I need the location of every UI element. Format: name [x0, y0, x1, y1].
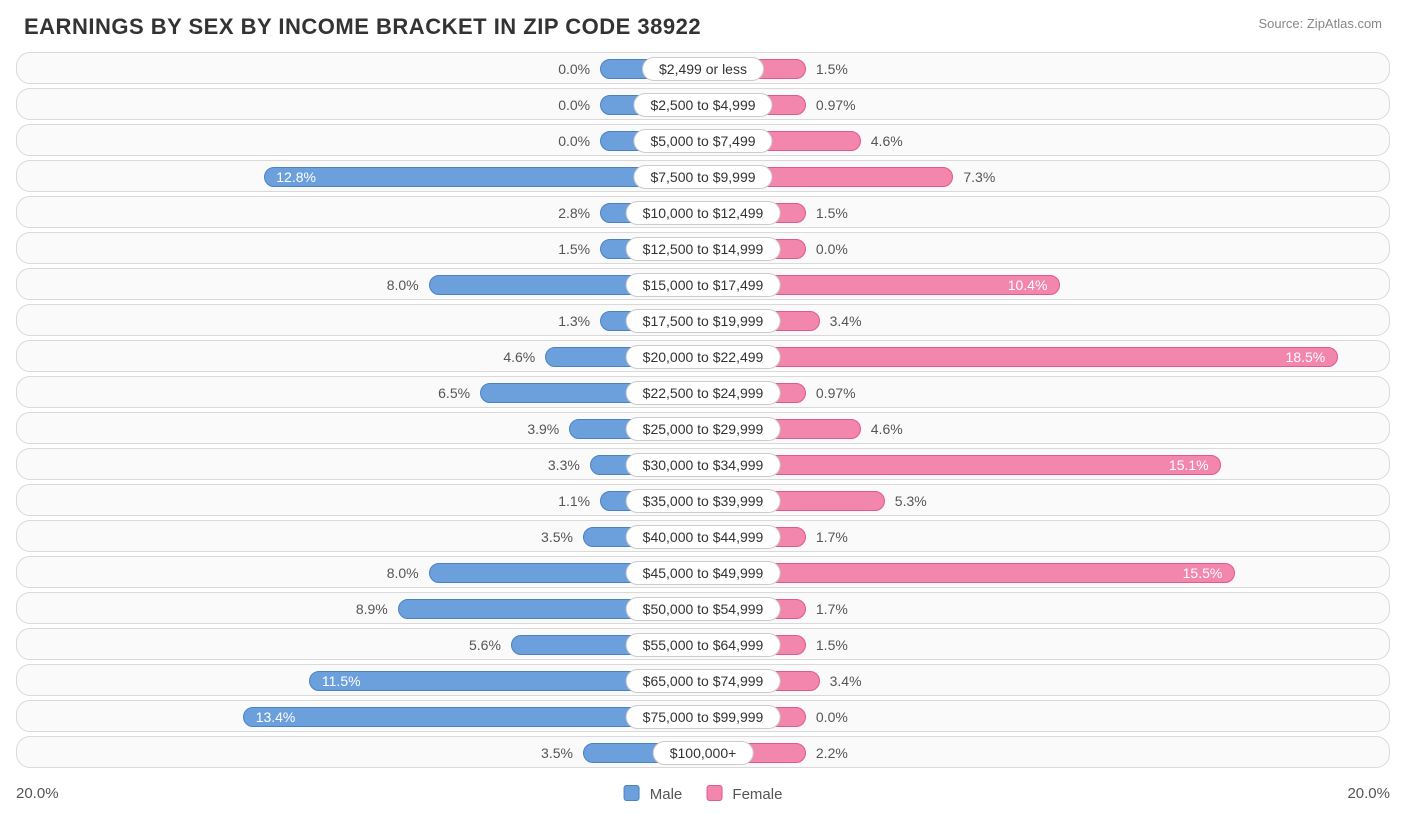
female-bar — [703, 455, 1221, 475]
male-value-label: 5.6% — [469, 629, 501, 661]
category-pill: $45,000 to $49,999 — [626, 561, 781, 585]
male-value-label: 6.5% — [438, 377, 470, 409]
male-value-label: 0.0% — [558, 125, 590, 157]
male-value-label: 3.5% — [541, 737, 573, 769]
chart-row: 12.8% 7.3% $7,500 to $9,999 — [16, 160, 1390, 192]
female-value-label: 1.5% — [816, 197, 848, 229]
male-value-label: 1.3% — [558, 305, 590, 337]
chart-row: 1.1% 5.3% $35,000 to $39,999 — [16, 484, 1390, 516]
legend-male-label: Male — [650, 786, 683, 803]
category-pill: $12,500 to $14,999 — [626, 237, 781, 261]
category-pill: $2,500 to $4,999 — [633, 93, 772, 117]
category-pill: $5,000 to $7,499 — [633, 129, 772, 153]
female-value-label: 3.4% — [830, 665, 862, 697]
female-value-label: 0.97% — [816, 377, 856, 409]
category-pill: $22,500 to $24,999 — [626, 381, 781, 405]
male-value-label: 8.9% — [356, 593, 388, 625]
male-swatch — [624, 785, 640, 801]
chart-row: 8.9% 1.7% $50,000 to $54,999 — [16, 592, 1390, 624]
female-value-label: 1.7% — [816, 593, 848, 625]
chart-row: 0.0% 1.5% $2,499 or less — [16, 52, 1390, 84]
female-value-label: 0.0% — [816, 233, 848, 265]
female-value-label: 4.6% — [871, 413, 903, 445]
female-value-label: 2.2% — [816, 737, 848, 769]
male-value-label: 1.1% — [558, 485, 590, 517]
chart-row: 0.0% 0.97% $2,500 to $4,999 — [16, 88, 1390, 120]
male-value-label: 3.3% — [548, 449, 580, 481]
chart-footer: 20.0% Male Female 20.0% — [16, 785, 1390, 802]
legend-item-male: Male — [624, 785, 683, 803]
male-value-label: 12.8% — [276, 161, 316, 193]
chart-area: 0.0% 1.5% $2,499 or less 0.0% 0.97% $2,500 to… — [16, 52, 1390, 766]
male-value-label: 8.0% — [387, 557, 419, 589]
male-value-label: 8.0% — [387, 269, 419, 301]
female-value-label: 0.0% — [816, 701, 848, 733]
female-value-label: 0.97% — [816, 89, 856, 121]
female-value-label: 1.5% — [816, 53, 848, 85]
chart-title: EARNINGS BY SEX BY INCOME BRACKET IN ZIP… — [0, 0, 1406, 40]
chart-row: 4.6% 18.5% $20,000 to $22,499 — [16, 340, 1390, 372]
category-pill: $20,000 to $22,499 — [626, 345, 781, 369]
male-value-label: 2.8% — [558, 197, 590, 229]
female-value-label: 7.3% — [963, 161, 995, 193]
source-label: Source: ZipAtlas.com — [1258, 16, 1382, 31]
chart-row: 1.3% 3.4% $17,500 to $19,999 — [16, 304, 1390, 336]
female-value-label: 18.5% — [1286, 341, 1326, 373]
chart-row: 13.4% 0.0% $75,000 to $99,999 — [16, 700, 1390, 732]
chart-row: 5.6% 1.5% $55,000 to $64,999 — [16, 628, 1390, 660]
category-pill: $65,000 to $74,999 — [626, 669, 781, 693]
female-value-label: 1.5% — [816, 629, 848, 661]
female-bar — [703, 347, 1338, 367]
female-bar — [703, 563, 1235, 583]
female-value-label: 4.6% — [871, 125, 903, 157]
male-value-label: 13.4% — [256, 701, 296, 733]
female-value-label: 3.4% — [830, 305, 862, 337]
chart-row: 2.8% 1.5% $10,000 to $12,499 — [16, 196, 1390, 228]
category-pill: $10,000 to $12,499 — [626, 201, 781, 225]
chart-row: 8.0% 10.4% $15,000 to $17,499 — [16, 268, 1390, 300]
male-value-label: 3.9% — [527, 413, 559, 445]
category-pill: $17,500 to $19,999 — [626, 309, 781, 333]
axis-max-left: 20.0% — [16, 785, 59, 802]
category-pill: $50,000 to $54,999 — [626, 597, 781, 621]
female-value-label: 1.7% — [816, 521, 848, 553]
legend-item-female: Female — [706, 785, 782, 803]
category-pill: $100,000+ — [653, 741, 754, 765]
category-pill: $75,000 to $99,999 — [626, 705, 781, 729]
category-pill: $55,000 to $64,999 — [626, 633, 781, 657]
chart-row: 0.0% 4.6% $5,000 to $7,499 — [16, 124, 1390, 156]
chart-row: 6.5% 0.97% $22,500 to $24,999 — [16, 376, 1390, 408]
female-value-label: 5.3% — [895, 485, 927, 517]
category-pill: $7,500 to $9,999 — [633, 165, 772, 189]
category-pill: $35,000 to $39,999 — [626, 489, 781, 513]
category-pill: $15,000 to $17,499 — [626, 273, 781, 297]
category-pill: $40,000 to $44,999 — [626, 525, 781, 549]
female-value-label: 10.4% — [1008, 269, 1048, 301]
male-value-label: 0.0% — [558, 53, 590, 85]
category-pill: $2,499 or less — [642, 57, 764, 81]
legend-female-label: Female — [732, 786, 782, 803]
chart-row: 3.5% 1.7% $40,000 to $44,999 — [16, 520, 1390, 552]
male-value-label: 0.0% — [558, 89, 590, 121]
female-value-label: 15.1% — [1169, 449, 1209, 481]
chart-row: 3.3% 15.1% $30,000 to $34,999 — [16, 448, 1390, 480]
male-value-label: 4.6% — [503, 341, 535, 373]
male-value-label: 3.5% — [541, 521, 573, 553]
legend: Male Female — [624, 785, 783, 803]
female-swatch — [706, 785, 722, 801]
chart-row: 1.5% 0.0% $12,500 to $14,999 — [16, 232, 1390, 264]
axis-max-right: 20.0% — [1347, 785, 1390, 802]
female-value-label: 15.5% — [1183, 557, 1223, 589]
category-pill: $30,000 to $34,999 — [626, 453, 781, 477]
chart-row: 3.5% 2.2% $100,000+ — [16, 736, 1390, 768]
category-pill: $25,000 to $29,999 — [626, 417, 781, 441]
male-value-label: 1.5% — [558, 233, 590, 265]
male-value-label: 11.5% — [322, 665, 361, 697]
chart-row: 3.9% 4.6% $25,000 to $29,999 — [16, 412, 1390, 444]
chart-row: 11.5% 3.4% $65,000 to $74,999 — [16, 664, 1390, 696]
chart-row: 8.0% 15.5% $45,000 to $49,999 — [16, 556, 1390, 588]
